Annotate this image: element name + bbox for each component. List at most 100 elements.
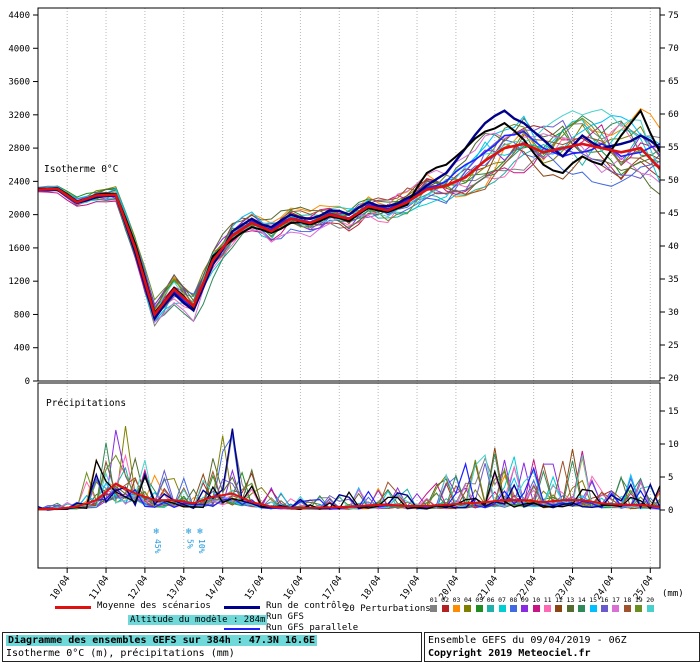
right-axis-unit: (mm) [662, 589, 684, 599]
right-axis-label: 65 [668, 77, 679, 87]
perturbation-color-swatch [544, 605, 552, 612]
mean-line [38, 142, 660, 318]
control-line [38, 109, 660, 322]
date-tick-label: 13/04 [166, 574, 190, 600]
perturbation-color-swatch [555, 605, 563, 612]
perturbation-color-swatch [612, 605, 620, 612]
right-axis-label: 0 [668, 506, 673, 516]
gfs-parallel-legend-label: Run GFS parallele [266, 623, 359, 633]
member-line [38, 108, 660, 312]
date-gridlines: 10/04 11/04 12/04 13/04 14/04 15/04 16/04 17/04… [49, 8, 656, 600]
perturbation-number: 15 [589, 596, 598, 604]
perturbation-number: 07 [498, 596, 506, 604]
perturbation-number: 18 [623, 596, 632, 604]
perturbation-number: 17 [612, 596, 620, 604]
left-axis-label: 4400 [8, 11, 30, 21]
ensemble-chart-svg: 10/04 11/04 12/04 13/04 14/04 15/04 16/04 17/04… [8, 7, 684, 600]
perturbation-color-swatch [646, 605, 654, 612]
copyright-label: Copyright 2019 Meteociel.fr [428, 648, 591, 659]
perturbation-color-swatch [601, 605, 609, 612]
mean-precip-line [38, 482, 660, 511]
mean-legend-label: Moyenne des scénarios [97, 601, 211, 611]
perturbation-key-item: 08 [508, 597, 519, 612]
member-precip-line [38, 471, 660, 511]
snow-probability-label: 5% [186, 539, 195, 549]
date-tick-label: 11/04 [88, 574, 112, 600]
perturbation-color-key: 01 02 03 04 05 06 07 08 09 10 11 12 13 14 15 16 17 18 19 20 [428, 597, 656, 612]
run-info-box: Ensemble GEFS du 09/04/2019 - 06Z Copyri… [424, 632, 700, 662]
right-axis-label: 35 [668, 275, 679, 285]
date-tick-label: 19/04 [399, 574, 423, 600]
perturbation-key-item: 18 [622, 597, 633, 612]
perturbation-key-item: 14 [576, 597, 587, 612]
snow-annotations: ❄45%❄5%❄10% [153, 527, 206, 554]
control-line-sample [224, 606, 260, 609]
left-axis-label: 400 [14, 344, 30, 354]
snowflake-icon: ❄ [154, 527, 160, 537]
perturbation-number: 02 [441, 596, 449, 604]
isotherm-panel-border [37, 7, 661, 382]
perturbation-key-item: 20 [644, 597, 655, 612]
perturbation-number: 16 [600, 596, 609, 604]
perturbation-key-item: 11 [542, 597, 553, 612]
perturbation-key-item: 01 [428, 597, 439, 612]
date-tick-label: 15/04 [243, 574, 267, 600]
perturbation-key-item: 16 [599, 597, 610, 612]
right-axis-label: 45 [668, 209, 679, 219]
left-axis-label: 2000 [8, 211, 30, 221]
perturbation-key-item: 02 [439, 597, 450, 612]
model-altitude-note: Altitude du modèle : 284m [128, 615, 268, 625]
main-runs-precip [38, 428, 660, 511]
perturbation-number: 10 [532, 596, 541, 604]
perturbation-color-swatch [635, 605, 643, 612]
perturbation-number: 06 [486, 596, 495, 604]
date-tick-label: 12/04 [127, 574, 151, 600]
perturbation-number: 09 [520, 596, 529, 604]
date-tick-label: 16/04 [282, 574, 306, 600]
perturbation-key-item: 07 [496, 597, 507, 612]
right-axis-label: 15 [668, 407, 679, 417]
right-axis-label: 10 [668, 440, 679, 450]
perturbation-number: 11 [543, 596, 552, 604]
perturbation-color-swatch [566, 605, 574, 612]
right-axis-label: 20 [668, 374, 679, 384]
gfs-legend-label: Run GFS [266, 612, 304, 622]
perturbation-key-item: 04 [462, 597, 473, 612]
perturbation-key-item: 03 [451, 597, 462, 612]
perturbation-color-swatch [498, 605, 506, 612]
perturbation-key-item: 19 [633, 597, 644, 612]
left-axis-label: 1600 [8, 244, 30, 254]
perturbation-color-swatch [623, 605, 631, 612]
right-axis-label: 50 [668, 176, 679, 186]
left-axis-label: 2800 [8, 144, 30, 154]
mean-line-sample [55, 606, 91, 609]
perturbation-number: 05 [475, 596, 484, 604]
perturbation-color-swatch [452, 605, 460, 612]
perturbation-key-item: 17 [610, 597, 621, 612]
axis-ticks: 0400800120016002000240028003200360040004… [8, 11, 683, 599]
main-runs [38, 108, 660, 322]
snow-probability-label: 45% [153, 539, 162, 554]
perturbations-legend-label: 20 Perturbations [344, 604, 431, 614]
perturbation-key-item: 10 [531, 597, 542, 612]
perturbation-color-swatch [487, 605, 495, 612]
perturbation-key-item: 12 [553, 597, 564, 612]
diagram-title: Diagramme des ensembles GEFS sur 384h : … [6, 635, 318, 646]
gfs-parallel-line-sample [224, 628, 260, 630]
snow-probability-label: 10% [197, 539, 206, 554]
snowflake-icon: ❄ [186, 527, 192, 537]
right-axis-label: 55 [668, 143, 679, 153]
left-axis-label: 800 [14, 310, 30, 320]
control-legend-label: Run de contrôle [266, 601, 348, 611]
precip-panel-border [37, 382, 661, 569]
perturbation-color-swatch [430, 605, 438, 612]
snowflake-icon: ❄ [197, 527, 203, 537]
perturbation-number: 19 [634, 596, 643, 604]
date-tick-label: 17/04 [321, 574, 345, 600]
perturbation-color-swatch [464, 605, 472, 612]
right-axis-label: 30 [668, 308, 679, 318]
perturbation-color-swatch [509, 605, 517, 612]
perturbation-color-swatch [532, 605, 540, 612]
perturbation-key-item: 13 [565, 597, 576, 612]
